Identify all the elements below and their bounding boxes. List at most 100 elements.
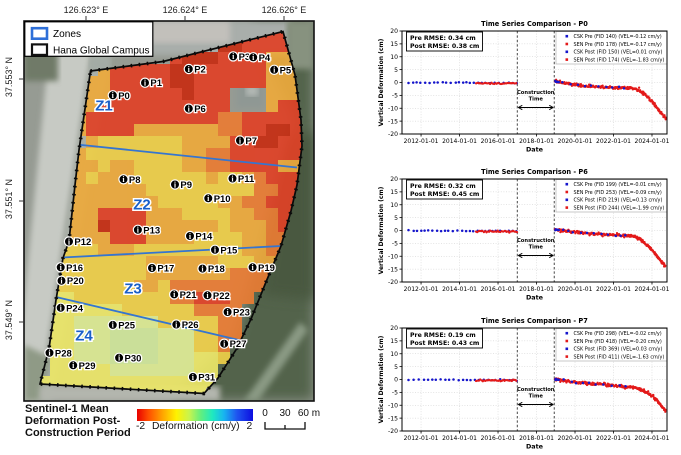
ytick-label: -20 xyxy=(388,131,398,138)
map-point-P11: i P11 xyxy=(227,173,256,186)
info-icon: i xyxy=(189,232,192,241)
ytick-label: 0 xyxy=(394,228,398,235)
info-icon: i xyxy=(60,277,63,286)
map-point-P19: i P19 xyxy=(247,261,276,275)
point-label: P18 xyxy=(208,264,225,275)
point-label: P7 xyxy=(245,136,257,147)
series-sen-pre xyxy=(474,377,518,382)
map-point-P13: i P13 xyxy=(132,224,162,238)
construction-label-1: Construction xyxy=(517,387,555,393)
construction-arrow xyxy=(518,401,554,407)
zone-label-Z1: Z1 xyxy=(95,98,113,115)
ytick-label: -20 xyxy=(388,279,398,286)
map-ticks xyxy=(19,16,285,323)
point-label: P0 xyxy=(118,91,130,102)
map-point-P1: i P1 xyxy=(139,77,164,90)
ytick-label: -10 xyxy=(388,253,398,260)
legend-entry: SEN Pre (FID 418) (VEL=-0.20 cm/y) xyxy=(574,338,662,344)
construction-arrow xyxy=(518,104,554,111)
map-frame xyxy=(23,20,315,402)
point-label: P29 xyxy=(79,361,96,372)
series-csk-pre xyxy=(407,80,519,85)
chart-grid xyxy=(402,327,667,431)
legend-entry: SEN Post (FID 411) (VEL=-1.63 cm/y) xyxy=(574,354,665,360)
point-label: P17 xyxy=(157,264,174,275)
legend-entry: CSK Pre (FID 140) (VEL=-0.12 cm/y) xyxy=(574,34,662,40)
point-label: P26 xyxy=(182,320,199,331)
point-label: P25 xyxy=(118,320,136,331)
xtick-label: 2014-01-01 xyxy=(442,286,477,293)
map-point-P27: i P27 xyxy=(218,338,248,352)
point-label: P23 xyxy=(233,308,250,319)
pre-rmse: Pre RMSE: 0.32 cm xyxy=(410,183,476,190)
xtick-label: 2024-01-01 xyxy=(635,138,670,145)
construction-arrow xyxy=(518,252,554,259)
point-label: P13 xyxy=(143,225,160,236)
info-icon: i xyxy=(188,104,191,113)
construction-label-1: Construction xyxy=(517,238,555,244)
series-csk-post xyxy=(554,79,626,90)
ytick-label: 20 xyxy=(390,28,398,35)
map-point-P31: i P31 xyxy=(187,371,217,385)
ytick-label: -20 xyxy=(388,428,398,435)
xaxis-label: Date xyxy=(526,442,544,450)
info-icon: i xyxy=(239,136,242,145)
series-csk-post xyxy=(554,228,627,238)
map-point-P2: i P2 xyxy=(183,63,207,77)
info-icon: i xyxy=(226,308,229,317)
ytick-label: 15 xyxy=(390,338,398,345)
zone-boundary-line-3 xyxy=(55,296,244,342)
xtick-label: 2012-01-01 xyxy=(404,435,439,442)
legend-marker xyxy=(565,339,569,342)
info-icon: i xyxy=(232,52,235,61)
map-xtick-label: 126.626° E xyxy=(261,5,307,15)
xtick-label: 2016-01-01 xyxy=(481,286,516,293)
ytick-label: 5 xyxy=(394,363,398,370)
map-point-P12: i P12 xyxy=(63,236,93,249)
colorbar-max-label: 2 xyxy=(246,421,253,432)
ytick-label: -15 xyxy=(388,118,398,125)
chart-title: Time Series Comparison - P7 xyxy=(481,317,588,325)
legend-entry: SEN Pre (FID 178) (VEL=-0.17 cm/y) xyxy=(574,42,662,48)
chart-grid xyxy=(402,178,667,283)
legend-swatch-zones xyxy=(30,26,49,41)
info-icon: i xyxy=(151,264,154,273)
map-point-P20: i P20 xyxy=(56,275,85,289)
legend-label: Zones xyxy=(53,29,81,40)
xtick-label: 2020-01-01 xyxy=(558,286,593,293)
yaxis-label: Vertical Deformation (cm) xyxy=(378,186,385,274)
legend-marker xyxy=(565,190,569,194)
point-label: P1 xyxy=(150,78,162,89)
point-label: P30 xyxy=(125,353,142,364)
legend-swatch-campus xyxy=(30,43,49,57)
map-xtick-label: 126.624° E xyxy=(162,5,208,15)
map-point-P16: i P16 xyxy=(55,261,84,275)
ytick-label: 15 xyxy=(390,41,398,48)
legend-marker xyxy=(565,50,569,54)
xtick-label: 2020-01-01 xyxy=(558,435,593,442)
point-label: P24 xyxy=(66,303,84,314)
map-point-P29: i P29 xyxy=(67,359,97,373)
xtick-label: 2014-01-01 xyxy=(442,435,477,442)
map-point-P30: i P30 xyxy=(113,352,143,366)
point-label: P31 xyxy=(198,373,216,384)
yaxis-label: Vertical Deformation (cm) xyxy=(378,335,385,423)
zone-label-Z3: Z3 xyxy=(124,281,142,298)
ytick-label: 0 xyxy=(394,376,398,383)
xtick-label: 2012-01-01 xyxy=(404,138,439,145)
colorbar-gradient xyxy=(137,409,253,421)
point-label: P27 xyxy=(230,339,247,350)
info-icon: i xyxy=(192,373,195,382)
legend-entry: CSK Post (FID 150) (VEL=0.01 cm/y) xyxy=(574,50,663,56)
point-label: P5 xyxy=(280,65,292,76)
legend-marker xyxy=(565,42,569,46)
chart-grid xyxy=(402,30,667,135)
series-sen-pre xyxy=(474,81,518,86)
xtick-label: 2016-01-01 xyxy=(481,138,516,145)
info-icon: i xyxy=(273,66,276,75)
point-label: P22 xyxy=(213,291,230,302)
post-rmse: Post RMSE: 0.43 cm xyxy=(410,340,479,347)
